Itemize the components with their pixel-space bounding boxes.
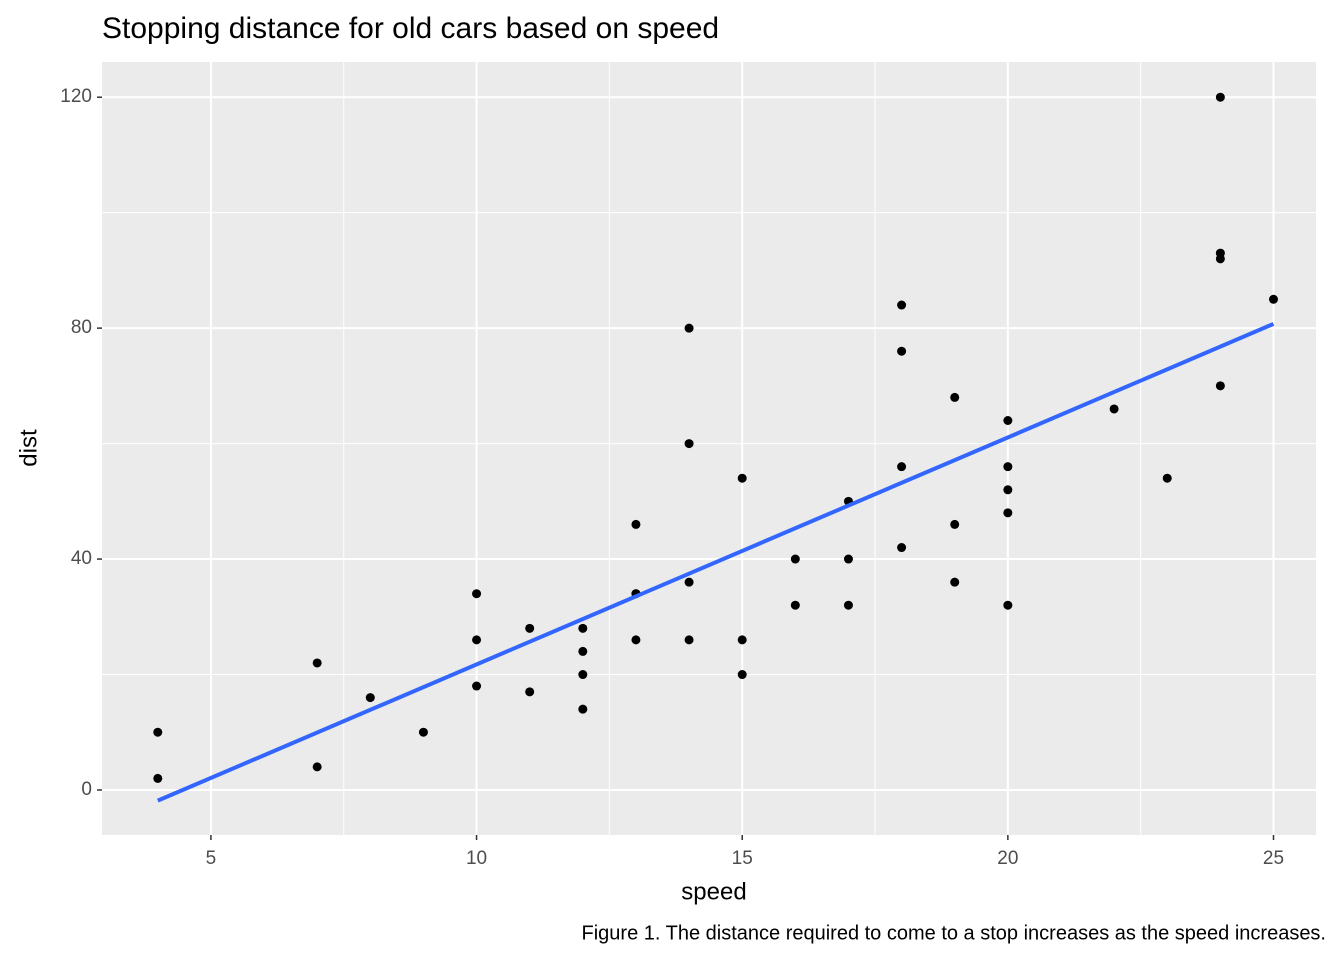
x-tick-label: 5: [206, 848, 217, 869]
point: [153, 727, 163, 737]
point: [525, 687, 535, 697]
point: [1003, 462, 1013, 472]
point: [365, 693, 375, 703]
caption: Figure 1. The distance required to come …: [582, 922, 1327, 944]
point: [578, 670, 588, 680]
point: [684, 323, 694, 333]
y-tick-label: 120: [60, 86, 92, 107]
point: [1215, 381, 1225, 391]
point: [1003, 416, 1013, 426]
point: [897, 543, 907, 553]
point: [312, 658, 322, 668]
point: [737, 670, 747, 680]
y-tick-label: 0: [81, 779, 92, 800]
point: [843, 600, 853, 610]
point: [843, 554, 853, 564]
point: [737, 473, 747, 483]
point: [578, 646, 588, 656]
y-axis-label: dist: [15, 429, 42, 467]
point: [578, 704, 588, 714]
point: [1003, 508, 1013, 518]
point: [578, 623, 588, 633]
x-tick-label: 25: [1263, 848, 1284, 869]
y-tick-label: 40: [71, 548, 92, 569]
point: [897, 300, 907, 310]
point: [472, 589, 482, 599]
x-tick-label: 10: [466, 848, 487, 869]
point: [1268, 294, 1278, 304]
point: [950, 519, 960, 529]
point: [684, 577, 694, 587]
point: [418, 727, 428, 737]
point: [631, 635, 641, 645]
point: [790, 554, 800, 564]
point: [684, 439, 694, 449]
point: [153, 773, 163, 783]
point: [897, 346, 907, 356]
point: [312, 762, 322, 772]
point: [790, 600, 800, 610]
point: [950, 392, 960, 402]
x-axis-label: speed: [681, 878, 746, 905]
point: [631, 519, 641, 529]
x-tick-label: 20: [997, 848, 1018, 869]
point: [472, 681, 482, 691]
point: [684, 635, 694, 645]
plot-panel: [102, 62, 1316, 835]
point: [1109, 404, 1119, 414]
point: [737, 635, 747, 645]
point: [897, 462, 907, 472]
trend-line: [157, 322, 1275, 803]
point: [1003, 485, 1013, 495]
point: [1003, 600, 1013, 610]
point: [472, 635, 482, 645]
y-tick-label: 80: [71, 317, 92, 338]
chart-title: Stopping distance for old cars based on …: [102, 12, 719, 45]
point: [950, 577, 960, 587]
point: [1215, 248, 1225, 258]
marks: [153, 92, 1278, 803]
point: [1215, 92, 1225, 102]
grid: [102, 62, 1316, 835]
point: [525, 623, 535, 633]
x-tick-label: 15: [732, 848, 753, 869]
point: [1162, 473, 1172, 483]
